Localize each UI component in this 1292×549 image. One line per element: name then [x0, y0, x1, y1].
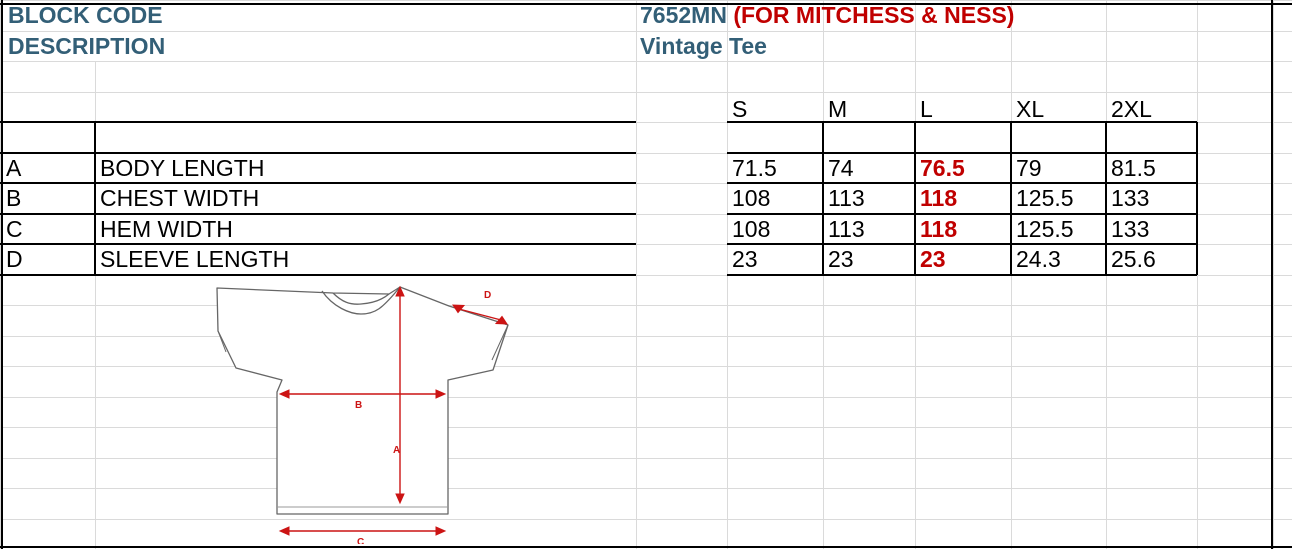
- svg-text:B: B: [355, 400, 362, 411]
- svg-text:C: C: [357, 537, 364, 544]
- svg-text:D: D: [484, 290, 491, 301]
- svg-text:A: A: [393, 445, 400, 456]
